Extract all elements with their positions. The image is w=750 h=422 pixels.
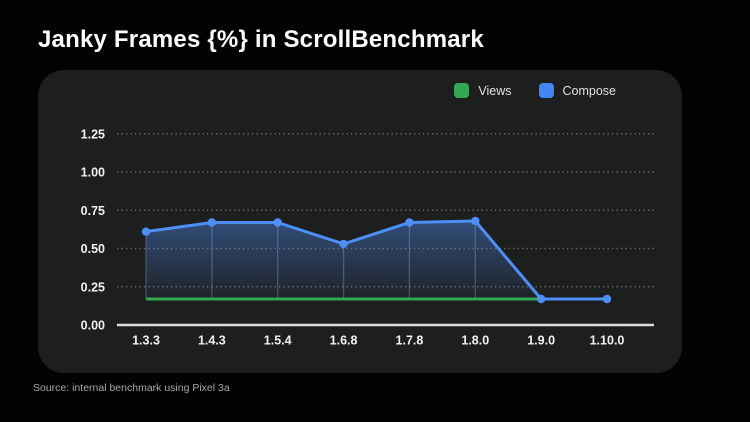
svg-text:1.10.0: 1.10.0 bbox=[590, 334, 625, 348]
svg-text:1.9.0: 1.9.0 bbox=[527, 334, 555, 348]
svg-text:1.5.4: 1.5.4 bbox=[264, 334, 292, 348]
svg-text:1.8.0: 1.8.0 bbox=[461, 334, 489, 348]
svg-text:0.75: 0.75 bbox=[81, 204, 105, 218]
x-axis-labels: 1.3.3 1.4.3 1.5.4 1.6.8 1.7.8 1.8.0 1.9.0 1.10.… bbox=[132, 334, 624, 348]
svg-text:1.00: 1.00 bbox=[81, 166, 105, 180]
svg-text:1.25: 1.25 bbox=[81, 127, 105, 141]
compose-markers bbox=[141, 216, 612, 304]
svg-text:0.50: 0.50 bbox=[81, 242, 105, 256]
svg-text:1.4.3: 1.4.3 bbox=[198, 334, 226, 348]
views-legend-label: Views bbox=[478, 83, 512, 98]
svg-text:1.7.8: 1.7.8 bbox=[396, 334, 424, 348]
page-title: Janky Frames {%} in ScrollBenchmark bbox=[38, 26, 484, 53]
chart-legend: Views Compose bbox=[454, 83, 616, 98]
svg-text:1.6.8: 1.6.8 bbox=[330, 334, 358, 348]
svg-text:0.25: 0.25 bbox=[81, 280, 105, 294]
views-legend-swatch bbox=[454, 83, 470, 98]
svg-text:0.00: 0.00 bbox=[81, 319, 105, 333]
compose-line bbox=[145, 219, 607, 301]
svg-text:1.3.3: 1.3.3 bbox=[132, 334, 160, 348]
compose-legend-label: Compose bbox=[562, 83, 617, 98]
source-note: Source: internal benchmark using Pixel 3… bbox=[33, 382, 230, 394]
y-axis-labels: 0.00 0.25 0.50 0.75 1.00 1.25 bbox=[81, 127, 105, 332]
legend-item-views: Views bbox=[454, 83, 512, 98]
chart-panel: 0.00 0.25 0.50 0.75 1.00 1.25 1.3.3 1.4.3 1.5.4 1… bbox=[38, 70, 682, 373]
y-gridlines bbox=[117, 132, 654, 327]
compose-legend-swatch bbox=[538, 83, 554, 98]
legend-item-compose: Compose bbox=[538, 83, 617, 98]
benchmark-line-chart: 0.000.250.500.751.001.251.3.3 1.4.3 1.5.4 1… bbox=[81, 127, 654, 348]
compose-area-fill bbox=[146, 220, 607, 299]
